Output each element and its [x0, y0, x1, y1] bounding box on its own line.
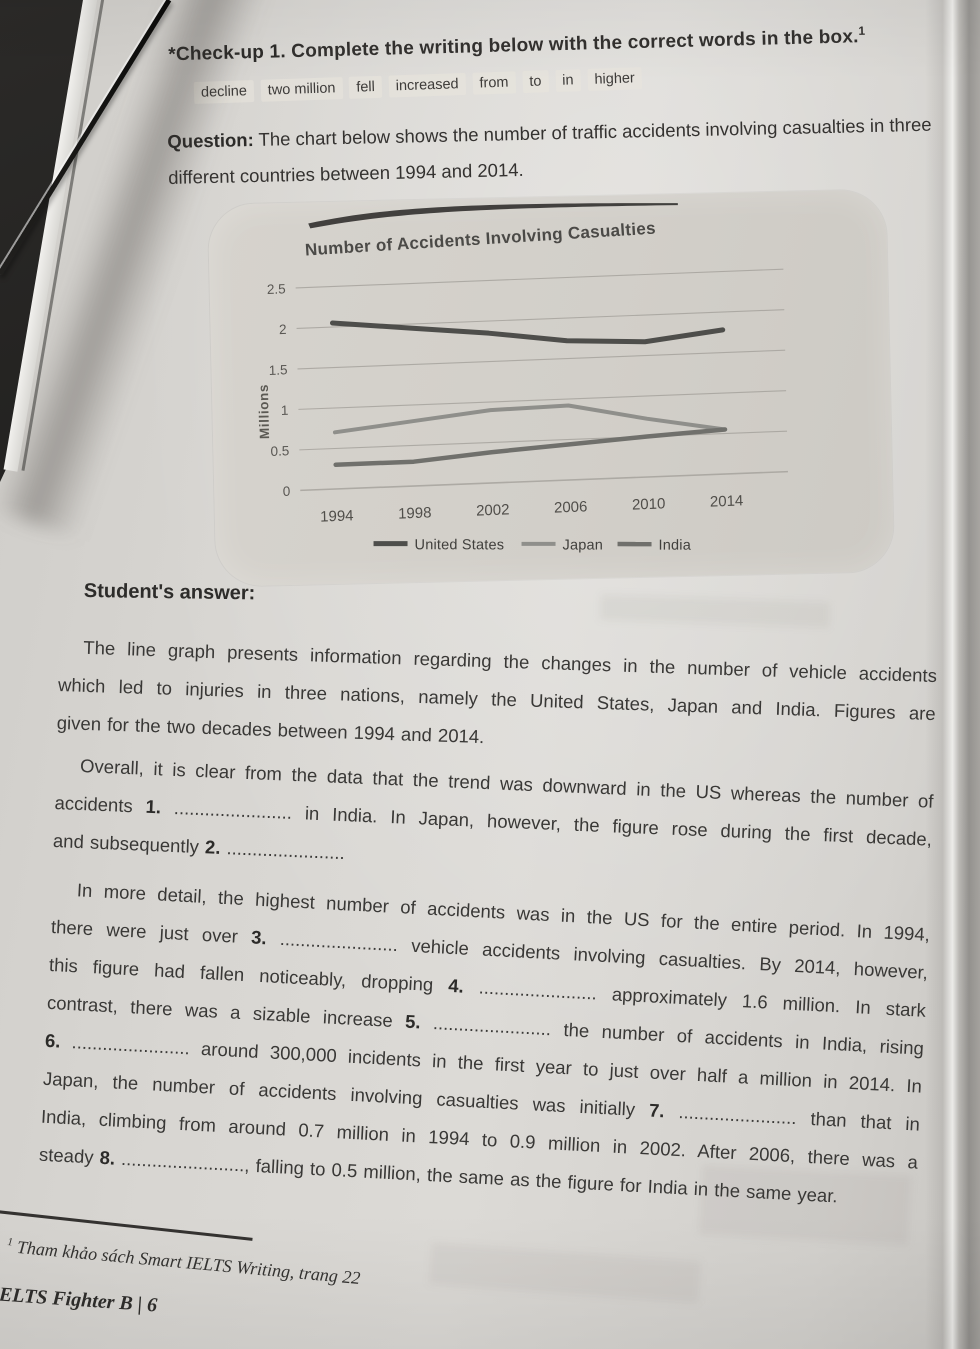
x-tick-label: 2014	[710, 492, 744, 510]
y-tick-label: 1	[281, 403, 289, 418]
y-axis-label: Millions	[256, 384, 272, 439]
answer-text: there were just over	[50, 915, 252, 948]
legend-label: United States	[415, 537, 505, 553]
blank-number: 8.	[99, 1146, 116, 1169]
y-tick-label: 0	[283, 484, 291, 499]
answer-text: given for the two decades between 1994 a…	[56, 711, 485, 748]
chart-top-border-swoosh	[308, 203, 678, 229]
answer-text: and subsequently	[52, 829, 206, 858]
word-bank-item: to	[521, 70, 549, 94]
word-bank-item: higher	[587, 67, 643, 91]
y-tick-label: 2.5	[267, 281, 286, 297]
gridline	[299, 430, 788, 451]
y-tick-label: 0.5	[270, 443, 289, 459]
x-tick-label: 2006	[554, 498, 588, 516]
gridline	[300, 470, 788, 492]
series-line-japan	[332, 403, 727, 435]
line-chart-panel: Number of Accidents Involving Casualties…	[207, 189, 895, 587]
chart-svg: Number of Accidents Involving Casualties…	[256, 203, 788, 554]
blank-number: 3.	[250, 926, 268, 949]
word-bank-item: fell	[348, 75, 383, 99]
plot-area: 0 0.5 1 1.5 2 2.5 1994 1998 2002 2006 2010 2014	[267, 268, 788, 526]
word-bank-item: two million	[260, 77, 343, 102]
word-bank-item: from	[472, 71, 516, 95]
answer-text: .......................	[220, 836, 346, 864]
x-tick-label: 2010	[632, 495, 666, 513]
series-line-india	[333, 427, 728, 467]
gridline	[297, 349, 786, 370]
gridline	[298, 390, 787, 410]
answer-paragraph: In more detail, the highest number of ac…	[38, 870, 931, 1220]
legend-label: India	[659, 538, 692, 554]
question-text: The chart below shows the number of traf…	[253, 113, 932, 151]
word-bank-item: decline	[193, 80, 255, 104]
blank-number: 6.	[44, 1029, 62, 1052]
blank-number: 4.	[447, 974, 465, 997]
question-label: Question:	[167, 129, 254, 152]
answer-text: ....................... than that in	[663, 1100, 921, 1135]
word-bank-item: increased	[388, 72, 466, 98]
gridline	[295, 268, 784, 289]
checkup-number: *Check-up 1.	[168, 41, 287, 66]
blank-number: 7.	[648, 1099, 666, 1122]
x-tick-label: 1998	[398, 504, 432, 522]
blank-number: 2.	[204, 836, 221, 858]
word-bank-item: in	[554, 69, 581, 93]
answer-text: accidents	[54, 791, 147, 817]
y-tick-label: 1.5	[269, 362, 288, 378]
series-line-united-states	[329, 320, 726, 345]
chart-legend: United States Japan India	[373, 537, 692, 554]
chart-title: Number of Accidents Involving Casualties	[304, 219, 656, 260]
footnote-reference-mark: 1	[858, 23, 866, 38]
x-tick-label: 2002	[476, 501, 510, 519]
y-tick-label: 2	[279, 322, 287, 337]
x-tick-label: 1994	[320, 507, 354, 525]
student-answer-heading: Student's answer:	[83, 580, 256, 605]
blank-number: 5.	[404, 1010, 422, 1033]
legend-label: Japan	[563, 537, 604, 553]
blank-number: 1.	[145, 795, 162, 818]
answer-text: steady	[38, 1143, 101, 1168]
